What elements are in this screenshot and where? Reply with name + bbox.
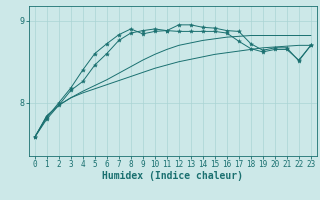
X-axis label: Humidex (Indice chaleur): Humidex (Indice chaleur) [102,171,243,181]
